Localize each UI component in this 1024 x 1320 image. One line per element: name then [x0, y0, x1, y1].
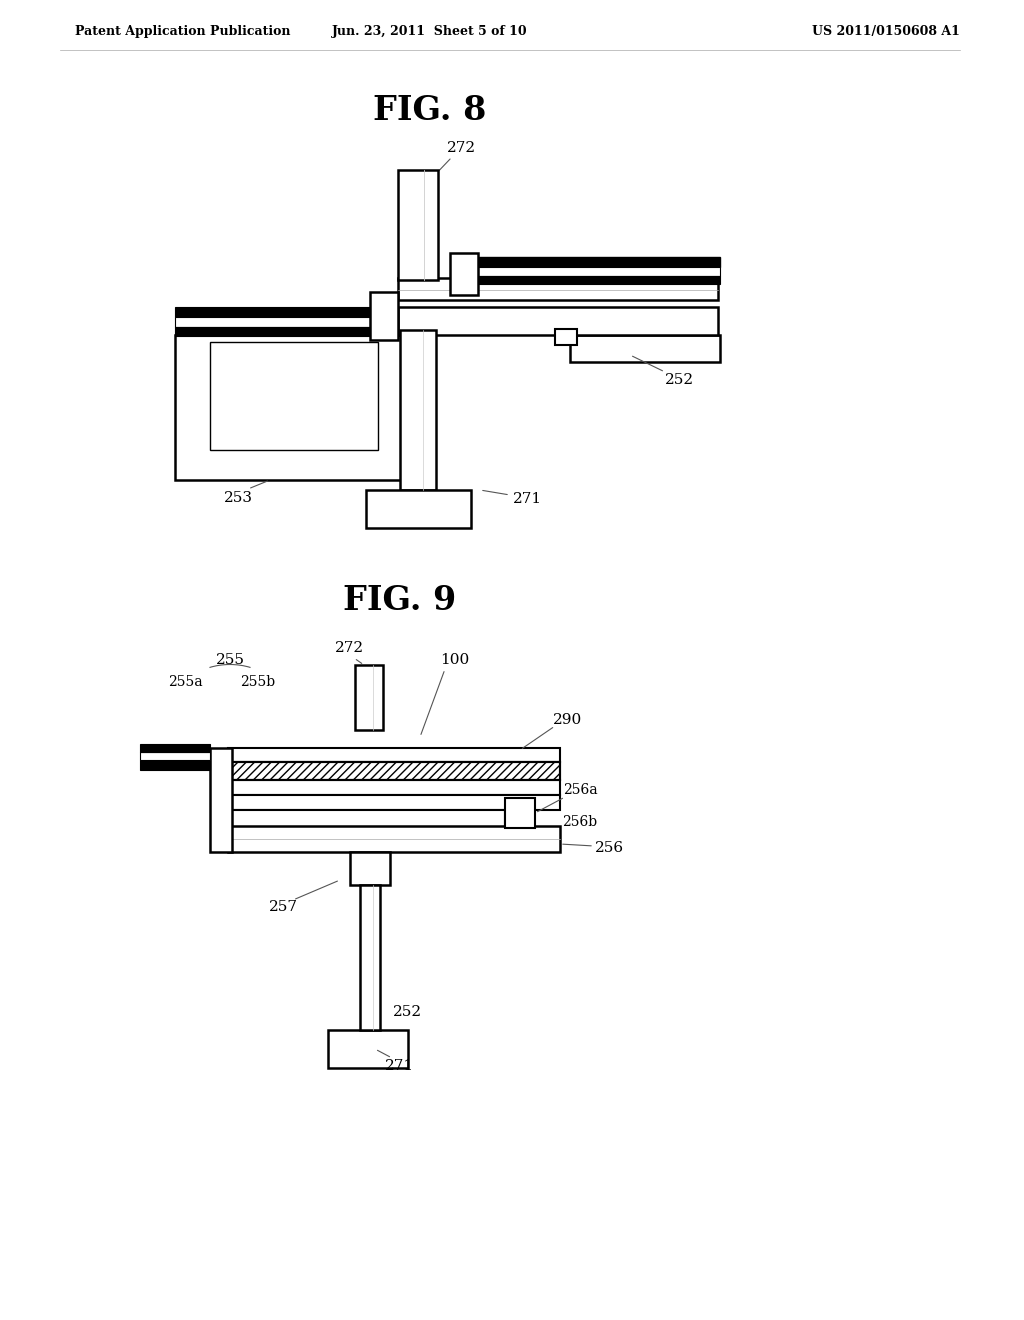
Bar [360, 884, 380, 1030]
Bar [228, 795, 560, 810]
Bar [175, 317, 370, 327]
Bar [400, 330, 436, 490]
Bar [228, 826, 560, 851]
Text: Patent Application Publication: Patent Application Publication [75, 25, 291, 38]
Bar [140, 760, 210, 770]
Bar [555, 329, 577, 345]
Bar [450, 253, 478, 294]
Bar [210, 748, 232, 851]
Bar [350, 851, 390, 884]
Text: 256a: 256a [562, 783, 597, 797]
Bar [398, 279, 718, 300]
Bar [570, 335, 720, 362]
Bar [505, 799, 535, 828]
Text: 252: 252 [666, 374, 694, 387]
Text: FIG. 9: FIG. 9 [343, 583, 457, 616]
Bar [210, 342, 378, 450]
Bar [398, 308, 718, 335]
Bar [328, 1030, 408, 1068]
Text: 271: 271 [385, 1059, 415, 1073]
Bar [175, 327, 370, 337]
Bar [228, 762, 560, 780]
Bar [175, 335, 410, 480]
Text: 256: 256 [595, 841, 625, 855]
Text: 271: 271 [512, 492, 542, 506]
Bar [478, 276, 720, 284]
Bar [355, 665, 383, 730]
Bar [228, 780, 560, 795]
Text: 255: 255 [215, 653, 245, 667]
Text: 253: 253 [223, 491, 253, 506]
Text: 256b: 256b [562, 814, 598, 829]
Text: FIG. 8: FIG. 8 [374, 94, 486, 127]
Bar [140, 752, 210, 760]
Bar [370, 292, 398, 341]
Text: 255a: 255a [168, 675, 203, 689]
Text: 290: 290 [553, 713, 583, 727]
Bar [478, 267, 720, 276]
Text: US 2011/0150608 A1: US 2011/0150608 A1 [812, 25, 961, 38]
Text: 272: 272 [447, 141, 476, 154]
Bar [228, 762, 560, 780]
Bar [228, 748, 560, 762]
Bar [140, 744, 210, 752]
Text: 252: 252 [393, 1005, 423, 1019]
Bar [228, 810, 505, 828]
Text: 100: 100 [440, 653, 470, 667]
Bar [478, 257, 720, 267]
Text: 257: 257 [268, 900, 298, 913]
Text: 255b: 255b [241, 675, 275, 689]
Bar [398, 170, 438, 280]
Bar [175, 308, 370, 317]
Text: Jun. 23, 2011  Sheet 5 of 10: Jun. 23, 2011 Sheet 5 of 10 [332, 25, 527, 38]
Text: 272: 272 [336, 642, 365, 655]
Bar [366, 490, 471, 528]
